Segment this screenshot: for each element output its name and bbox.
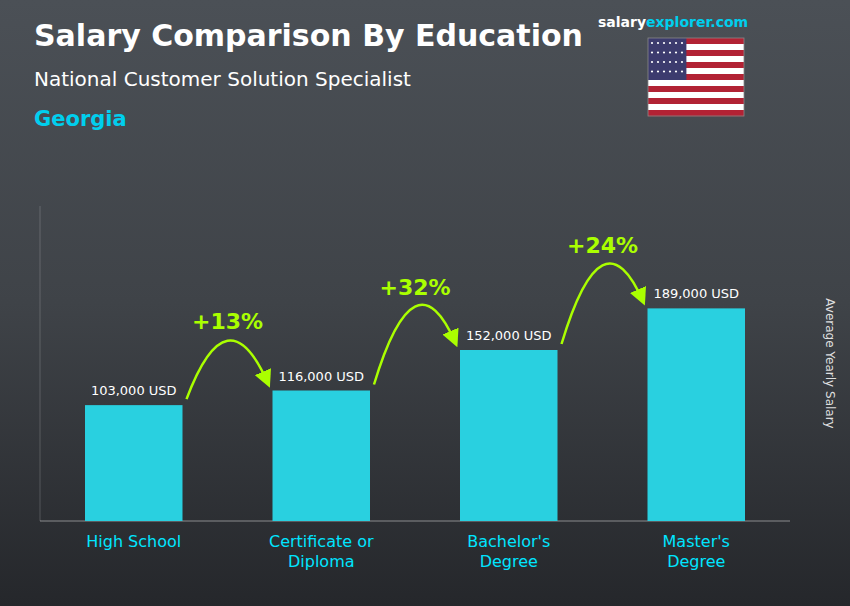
flag-star: [675, 42, 677, 44]
flag-star: [681, 61, 683, 63]
growth-arrow: [374, 305, 456, 385]
flag-star: [675, 51, 677, 53]
flag-star: [663, 51, 665, 53]
flag-star: [657, 70, 659, 72]
x-tick-label: High School: [86, 532, 181, 551]
data-label: 152,000 USD: [466, 328, 552, 343]
flag-star: [663, 61, 665, 63]
flag-star: [651, 80, 653, 82]
location: Georgia: [34, 107, 127, 131]
flag-star: [681, 51, 683, 53]
flag-star: [681, 70, 683, 72]
flag-star: [663, 80, 665, 82]
annotation: +13%: [192, 309, 263, 334]
flag: [648, 38, 744, 116]
flag-star: [675, 70, 677, 72]
flag-star: [657, 51, 659, 53]
flag-stripe: [648, 110, 744, 116]
logo-part: explorer: [646, 14, 712, 30]
flag-stripe: [648, 86, 744, 92]
flag-star: [651, 42, 653, 44]
flag-star: [675, 80, 677, 82]
flag-star: [651, 51, 653, 53]
subtitle: National Customer Solution Specialist: [34, 67, 411, 91]
flag-stripe: [648, 104, 744, 110]
growth-arrow: [187, 340, 269, 399]
flag-star: [651, 61, 653, 63]
data-label: 103,000 USD: [91, 383, 177, 398]
bars: [85, 308, 745, 521]
flag-star: [669, 42, 671, 44]
background: [0, 0, 850, 606]
x-tick-label: Master'sDegree: [663, 532, 730, 571]
flag-star: [651, 70, 653, 72]
flag-stripe: [648, 80, 744, 86]
flag-star: [675, 61, 677, 63]
annotation: +32%: [379, 275, 450, 300]
flag-star: [657, 80, 659, 82]
flag-star: [663, 70, 665, 72]
bar: [460, 350, 558, 521]
flag-star: [657, 42, 659, 44]
flag-star: [669, 51, 671, 53]
bar: [648, 308, 746, 521]
flag-star: [669, 80, 671, 82]
chart: Salary Comparison By Education National C…: [0, 0, 850, 606]
y-axis-line: [40, 206, 41, 521]
flag-star: [669, 70, 671, 72]
flag-star: [657, 61, 659, 63]
annotation: +24%: [567, 233, 638, 258]
flag-stripe: [648, 98, 744, 104]
x-tick-label: Bachelor'sDegree: [467, 532, 550, 571]
flag-star: [663, 42, 665, 44]
growth-arrow: [562, 263, 644, 344]
logo: salaryexplorer.com: [598, 14, 748, 30]
logo-part: .com: [710, 14, 748, 30]
data-label: 189,000 USD: [653, 286, 739, 301]
flag-star: [669, 61, 671, 63]
bar: [85, 405, 183, 521]
bar: [273, 391, 371, 522]
flag-star: [681, 80, 683, 82]
y-axis-label: Average Yearly Salary: [823, 298, 837, 428]
flag-stripe: [648, 92, 744, 98]
flag-border: [648, 38, 744, 116]
flag-canton: [648, 38, 686, 80]
logo-part: salary: [598, 14, 646, 30]
flag-star: [681, 42, 683, 44]
title: Salary Comparison By Education: [34, 18, 583, 53]
x-tick-label: Certificate orDiploma: [269, 532, 374, 571]
data-label: 116,000 USD: [278, 369, 364, 384]
